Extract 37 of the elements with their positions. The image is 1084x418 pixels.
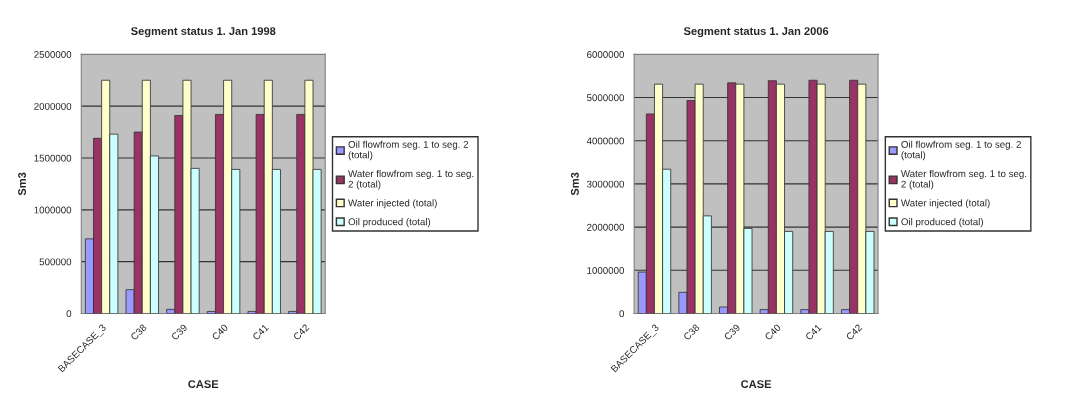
legend-label: Water injected (total) [900, 199, 990, 209]
legend-label: Oil flowfrom seg. 1 to seg. 2 (total) [348, 140, 469, 161]
x-tick-label: C38 [683, 323, 700, 341]
x-tick-label: C41 [804, 323, 822, 341]
y-tick-label: 1000000 [587, 267, 625, 274]
y-tick-label: 0 [66, 310, 72, 318]
legend-label: Water flowfrom seg. 1 to seg. 2 (total) [900, 169, 1027, 190]
x-tick-label: C41 [252, 323, 269, 341]
legend-label: Water flowfrom seg. 1 to seg. 2 (total) [348, 169, 474, 190]
y-tick-label: 3000000 [586, 180, 625, 188]
x-tick-label: C42 [292, 323, 310, 341]
x-tick-label: C40 [211, 323, 229, 341]
y-tick-label: 4000000 [586, 137, 625, 145]
y-tick-label: 6000000 [587, 51, 625, 58]
x-tick-label: C38 [130, 323, 148, 341]
y-tick-label: 2500000 [34, 51, 72, 58]
x-tick-label: C39 [723, 323, 741, 341]
y-axis-title: Sm3 [18, 172, 26, 196]
chart-title: Segment status 1. Jan 2006 [683, 27, 829, 38]
legend-label: Oil produced (total) [901, 218, 983, 228]
x-axis-title: CASE [188, 380, 219, 389]
y-tick-label: 5000000 [586, 94, 625, 102]
y-tick-label: 2000000 [34, 102, 72, 110]
x-axis-title: CASE [741, 380, 772, 389]
x-tick-label: C40 [764, 323, 782, 341]
legend-label: Oil flowfrom seg. 1 to seg. 2 (total) [901, 140, 1021, 161]
legend-label: Water injected (total) [348, 199, 437, 209]
legend-label: Oil produced (total) [348, 218, 431, 228]
y-axis-title: Sm3 [570, 172, 579, 196]
y-tick-label: 0 [619, 310, 625, 318]
y-tick-label: 2000000 [587, 223, 625, 231]
y-tick-label: 1500000 [34, 154, 72, 162]
x-tick-label: C39 [170, 323, 188, 341]
x-tick-label: C42 [845, 323, 863, 341]
y-tick-label: 500000 [39, 258, 72, 266]
chart-title: Segment status 1. Jan 1998 [131, 27, 276, 38]
y-tick-label: 1000000 [34, 206, 72, 214]
